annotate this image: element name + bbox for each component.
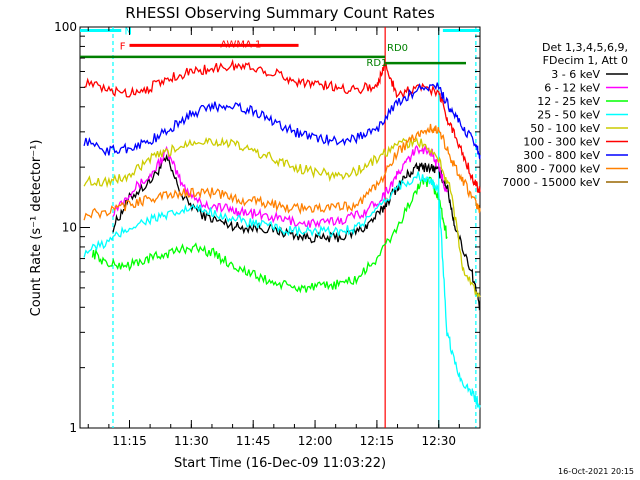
- series-line-1: [112, 144, 448, 229]
- legend-label-0: 3 - 6 keV: [551, 68, 600, 81]
- legend-label-4: 50 - 100 keV: [530, 122, 600, 135]
- legend-label-5: 100 - 300 keV: [523, 136, 600, 149]
- x-axis: 11:15 11:30 11:45 12:00 12:15 12:30: [87, 27, 481, 448]
- series-line-2: [91, 176, 448, 294]
- x-tick-label-1: 11:30: [174, 434, 209, 448]
- legend-label-6: 300 - 800 keV: [523, 149, 600, 162]
- x-tick-label-4: 12:15: [360, 434, 395, 448]
- y-tick-label-1: 10: [62, 221, 77, 235]
- legend-label-8: 7000 - 15000 keV: [502, 176, 600, 189]
- y-tick-label-0: 1: [69, 421, 77, 435]
- series-line-7: [83, 123, 481, 221]
- y-axis-label: Count Rate (s⁻¹ detector⁻¹): [29, 140, 44, 317]
- x-tick-label-3: 12:00: [298, 434, 333, 448]
- series-line-6: [83, 82, 481, 160]
- legend-label-1: 6 - 12 keV: [544, 82, 600, 95]
- y-axis: 1 10 100: [54, 20, 480, 435]
- annotation-label-5: RD1: [366, 58, 387, 69]
- x-tick-label-5: 12:30: [421, 434, 456, 448]
- legend-label-2: 12 - 25 keV: [537, 95, 600, 108]
- series-line-3: [83, 171, 481, 411]
- legend-label-7: 800 - 7000 keV: [516, 163, 600, 176]
- chart-title: RHESSI Observing Summary Count Rates: [125, 4, 435, 22]
- annotation-label-0: N: [125, 27, 132, 38]
- legend-header-line-1: Det 1,3,4,5,6,9,: [542, 41, 628, 54]
- x-tick-label-0: 11:15: [112, 434, 147, 448]
- legend-label-3: 25 - 50 keV: [537, 109, 600, 122]
- legend-header-line-2: FDecim 1, Att 0: [543, 54, 628, 67]
- x-tick-label-2: 11:45: [236, 434, 271, 448]
- series-line-4: [83, 136, 481, 299]
- x-axis-label: Start Time (16-Dec-09 11:03:22): [174, 456, 386, 471]
- annotation-label-4: RD0: [387, 43, 408, 54]
- legend: Det 1,3,4,5,6,9, FDecim 1, Att 0 3 - 6 k…: [502, 41, 628, 189]
- series-line-5: [83, 58, 481, 193]
- timestamp: 16-Oct-2021 20:15: [558, 467, 634, 476]
- annotation-label-2: F: [120, 41, 126, 52]
- annotation-label-3: AWMA 1: [220, 40, 261, 51]
- y-tick-label-2: 100: [54, 20, 77, 34]
